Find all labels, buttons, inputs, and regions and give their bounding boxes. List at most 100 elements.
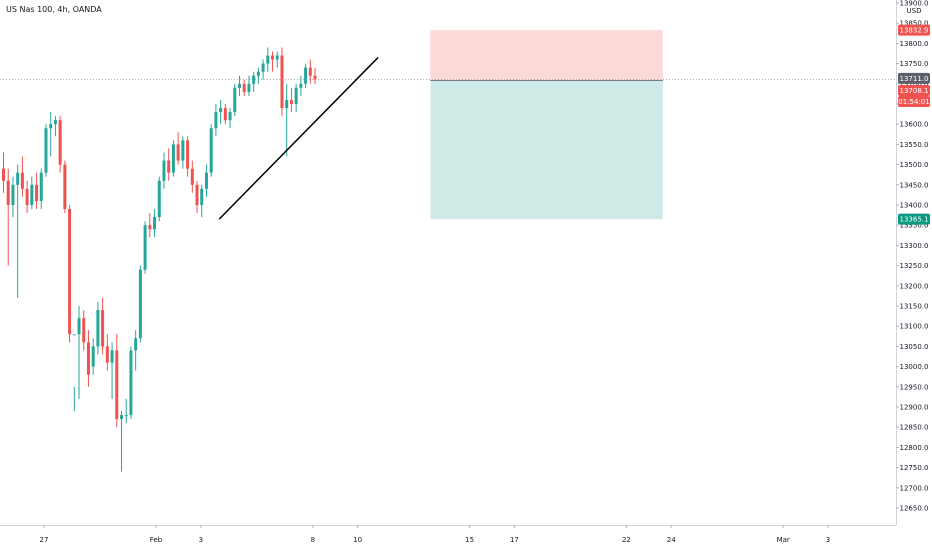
price-tick-label: 12950.0 <box>900 383 929 391</box>
price-tick-label: 13750.0 <box>900 60 929 68</box>
candle-body <box>86 342 90 375</box>
candle-body <box>96 310 100 347</box>
candle-body <box>82 318 86 343</box>
candle-body <box>30 184 34 205</box>
stop-price-label: 13832.9 <box>898 24 930 36</box>
price-tick-label: 12650.0 <box>900 505 929 513</box>
candle-body <box>242 83 246 92</box>
candle-body <box>214 112 218 129</box>
stop-price-label-bg <box>898 24 930 36</box>
candle-body <box>171 144 175 173</box>
price-tick-label: 13150.0 <box>900 303 929 311</box>
entry-price-label-text: 13708.1 <box>900 87 929 95</box>
target-price-label-bg <box>898 213 930 225</box>
price-tick-label: 13400.0 <box>900 202 929 210</box>
candle-body <box>58 120 62 165</box>
time-tick-label: 3 <box>199 536 203 544</box>
time-tick-label: Feb <box>150 536 163 544</box>
price-tick-label: 13600.0 <box>900 121 929 129</box>
price-axis-labels: 13832.9 13711.0 13708.1 01:54:01 13365.1 <box>898 24 930 225</box>
price-tick-label: 13900.0 <box>900 0 929 8</box>
candle-body <box>25 188 29 205</box>
price-tick-label: 13700.0 <box>900 80 929 88</box>
price-tick-label: 13550.0 <box>900 141 929 149</box>
time-tick-label: 3 <box>826 536 830 544</box>
candle-body <box>120 415 123 420</box>
time-tick-label: 15 <box>465 536 474 544</box>
entry-price-label-bg <box>898 85 930 97</box>
candle-body <box>299 83 303 88</box>
candle-body <box>204 172 208 189</box>
target-price-label: 13365.1 <box>898 213 930 225</box>
price-tick-label: 13500.0 <box>900 161 929 169</box>
candle-body <box>72 334 76 336</box>
candle-body <box>304 67 308 84</box>
drawings <box>218 57 379 220</box>
candle-body <box>181 140 185 161</box>
price-tick-label: 12750.0 <box>900 464 929 472</box>
candle-body <box>129 350 133 416</box>
candle-body <box>228 112 232 121</box>
time-tick-label: 17 <box>510 536 519 544</box>
candle-body <box>20 172 24 189</box>
price-tick-label: 13350.0 <box>900 222 929 230</box>
candle-body <box>91 346 95 367</box>
price-tick-label: 12700.0 <box>900 484 929 492</box>
candle-body <box>148 225 152 230</box>
candle-body <box>308 67 312 76</box>
current-price-label-text: 13711.0 <box>900 75 929 83</box>
candle-body <box>49 124 53 129</box>
candle-body <box>101 310 105 347</box>
candle-body <box>138 269 142 339</box>
candle-body <box>200 188 204 205</box>
candle-body <box>195 184 199 205</box>
price-tick-label: 13000.0 <box>900 363 929 371</box>
candle-body <box>209 128 213 173</box>
position-zones <box>0 30 896 220</box>
time-tick-label: 24 <box>667 536 676 544</box>
time-tick-label: 10 <box>353 536 362 544</box>
candle-body <box>247 83 251 92</box>
candle-body <box>77 318 81 335</box>
symbol-title[interactable]: US Nas 100, 4h, OANDA <box>6 5 102 14</box>
candle-body <box>35 184 39 201</box>
price-tick-label: 12800.0 <box>900 444 929 452</box>
candle-body <box>186 140 190 169</box>
candle-body <box>6 180 10 205</box>
current-price-label: 13711.0 <box>898 72 930 84</box>
candle-body <box>39 172 43 201</box>
trend-line <box>218 57 379 220</box>
take-profit-zone <box>430 80 663 220</box>
candle-body <box>190 168 194 185</box>
candle-body <box>289 99 293 104</box>
candle-body <box>280 55 284 109</box>
price-tick-label: 13200.0 <box>900 282 929 290</box>
price-axis-unit: USD <box>907 7 922 15</box>
candle-body <box>238 83 241 88</box>
target-price-label-text: 13365.1 <box>900 216 929 224</box>
candle-body <box>153 217 157 230</box>
time-tick-label: 22 <box>622 536 631 544</box>
candle-body <box>266 55 270 64</box>
candle-body <box>53 120 57 125</box>
price-tick-label: 12850.0 <box>900 424 929 432</box>
candle-body <box>16 172 20 185</box>
candle-body <box>176 144 180 161</box>
time-tick-label: 8 <box>311 536 315 544</box>
time-tick-label: 27 <box>40 536 49 544</box>
price-tick-label: 13450.0 <box>900 181 929 189</box>
entry-price-label: 13708.1 <box>898 85 930 97</box>
candle-body <box>219 108 223 113</box>
price-tick-label: 13100.0 <box>900 323 929 331</box>
price-tick-label: 13250.0 <box>900 262 929 270</box>
candle-body <box>134 338 138 351</box>
stop-loss-zone <box>430 30 663 81</box>
candle-body <box>11 184 15 205</box>
current-price-label-bg <box>898 72 930 84</box>
countdown-label-text: 01:54:01 <box>898 98 929 106</box>
candle-body <box>223 108 227 121</box>
time-tick-label: Mar <box>777 536 790 544</box>
